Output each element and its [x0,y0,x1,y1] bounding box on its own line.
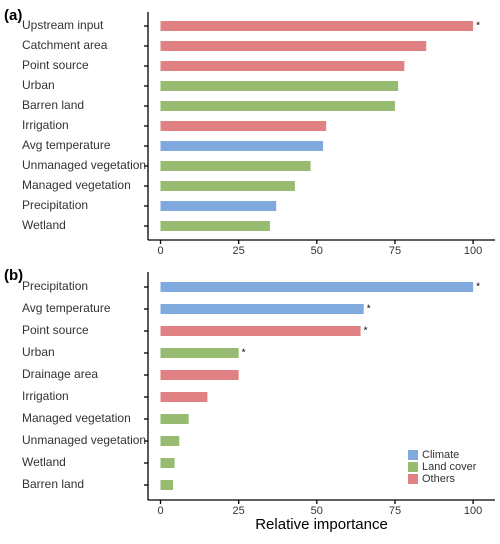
category-label: Avg temperature [22,301,111,315]
x-axis-label: Relative importance [255,516,388,533]
category-label: Precipitation [22,279,88,293]
category-label: Managed vegetation [22,411,131,425]
significance-marker: * [476,282,480,293]
legend-swatch [408,474,418,484]
category-label: Barren land [22,98,84,112]
legend-swatch [408,462,418,472]
bar [160,21,474,31]
legend-swatch [408,450,418,460]
category-label: Irrigation [22,389,69,403]
bar [160,304,364,314]
x-tick-label: 100 [464,505,482,517]
x-tick-label: 25 [233,505,245,517]
bar [160,81,399,91]
significance-marker: * [476,21,480,32]
category-label: Unmanaged vegetation [22,158,146,172]
bar [160,436,180,446]
significance-marker: * [242,348,246,359]
significance-marker: * [367,304,371,315]
x-tick-label: 50 [311,245,323,257]
significance-marker: * [364,326,368,337]
legend-label: Climate [422,449,459,461]
x-tick-label: 50 [311,505,323,517]
legend-label: Land cover [422,461,477,473]
x-tick-label: 25 [233,245,245,257]
category-label: Avg temperature [22,138,111,152]
legend-label: Others [422,473,456,485]
category-label: Wetland [22,455,66,469]
category-label: Wetland [22,218,66,232]
bar [160,326,361,336]
x-tick-label: 0 [157,505,163,517]
bar [160,370,239,380]
bar [160,141,324,151]
category-label: Managed vegetation [22,178,131,192]
bar [160,282,474,292]
category-label: Urban [22,345,55,359]
x-tick-label: 75 [389,505,401,517]
x-tick-label: 0 [157,245,163,257]
bar [160,101,395,111]
category-label: Precipitation [22,198,88,212]
category-label: Point source [22,323,89,337]
category-label: Irrigation [22,118,69,132]
category-label: Drainage area [22,367,98,381]
category-label: Upstream input [22,18,104,32]
bar [160,61,405,71]
bar [160,480,174,490]
bar [160,458,175,468]
category-label: Unmanaged vegetation [22,433,146,447]
category-label: Catchment area [22,38,108,52]
bar [160,121,327,131]
category-label: Barren land [22,477,84,491]
category-label: Point source [22,58,89,72]
bar [160,392,208,402]
panel-label: (a) [4,7,22,24]
bar [160,221,270,231]
x-tick-label: 75 [389,245,401,257]
bar [160,414,189,424]
x-tick-label: 100 [464,245,482,257]
bar [160,201,277,211]
category-label: Urban [22,78,55,92]
bar [160,348,239,358]
bar [160,41,427,51]
bar [160,181,295,191]
panel-label: (b) [4,267,23,284]
bar [160,161,311,171]
